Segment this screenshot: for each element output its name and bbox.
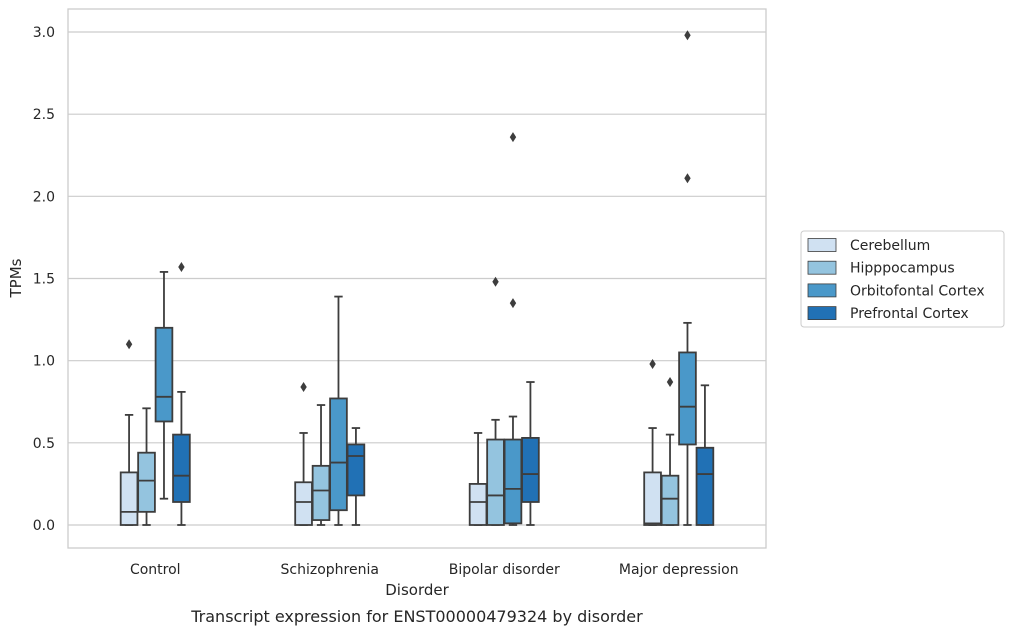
y-tick-label: 1.5 [33, 272, 55, 288]
box-group [660, 377, 680, 526]
outlier-point [125, 339, 133, 350]
outlier-point [492, 276, 499, 287]
box-group [503, 132, 523, 526]
box [468, 483, 488, 526]
y-tick-label: 1.0 [33, 354, 55, 370]
y-axis-ticks: 0.0 0.5 1.0 1.5 2.0 2.5 3.0 [33, 25, 55, 534]
outlier-point [649, 358, 656, 369]
box-group [294, 381, 313, 526]
y-tick-label: 2.0 [33, 189, 55, 205]
box-group [678, 30, 697, 526]
box [294, 481, 313, 526]
y-tick-label: 0.0 [33, 518, 55, 534]
box-group [486, 276, 505, 526]
box [119, 471, 139, 526]
x-tick-label: Schizophrenia [281, 562, 379, 578]
box [137, 451, 156, 513]
box-group [119, 339, 139, 526]
box-group [137, 407, 156, 526]
plot-area-frame [67, 8, 767, 549]
box [521, 436, 540, 503]
box-group [468, 432, 488, 526]
box [329, 397, 348, 512]
box [346, 443, 366, 497]
box-group [643, 358, 662, 526]
chart-caption: Transcript expression for ENST0000047932… [190, 607, 643, 626]
box-group [172, 261, 191, 526]
outlier-point [300, 381, 307, 392]
legend-label: Prefrontal Cortex [850, 306, 969, 322]
x-axis-title: Disorder [385, 581, 449, 599]
y-tick-label: 3.0 [33, 25, 55, 41]
legend-entries: Cerebellum Hipppocampus Orbitofontal Corte… [807, 238, 985, 322]
outlier-point [684, 173, 691, 184]
legend-swatch [807, 283, 837, 298]
box [503, 438, 523, 525]
box-group [346, 427, 366, 526]
box-group [695, 384, 715, 526]
legend-swatch [807, 306, 837, 321]
outlier-point [509, 298, 517, 309]
box-group [329, 295, 348, 526]
x-tick-label: Control [130, 562, 181, 578]
box [172, 433, 191, 503]
x-tick-label: Major depression [619, 562, 739, 578]
outlier-point [178, 261, 185, 272]
y-tick-label: 2.5 [33, 107, 55, 123]
box [660, 474, 680, 526]
box [311, 464, 331, 521]
x-axis-ticks: Control Schizophrenia Bipolar disorder Majo… [130, 562, 739, 578]
legend-label: Orbitofontal Cortex [850, 283, 985, 299]
box-group [311, 404, 331, 526]
box [154, 326, 174, 423]
legend: Cerebellum Hipppocampus Orbitofontal Corte… [800, 230, 1005, 328]
y-tick-label: 0.5 [33, 436, 55, 452]
legend-frame [800, 230, 1005, 328]
boxes [119, 30, 715, 526]
box-group [154, 271, 174, 500]
box [678, 351, 697, 446]
box [695, 446, 715, 526]
box [643, 471, 662, 526]
legend-swatch [807, 238, 837, 252]
legend-swatch [807, 260, 837, 275]
y-axis-title: TPMs [7, 258, 25, 298]
outlier-point [666, 377, 674, 388]
legend-label: Hipppocampus [850, 261, 955, 277]
outlier-point [509, 132, 517, 143]
box [486, 438, 505, 526]
x-tick-label: Bipolar disorder [449, 562, 560, 578]
legend-label: Cerebellum [850, 238, 930, 254]
outlier-point [684, 30, 691, 41]
box-group [521, 381, 540, 526]
